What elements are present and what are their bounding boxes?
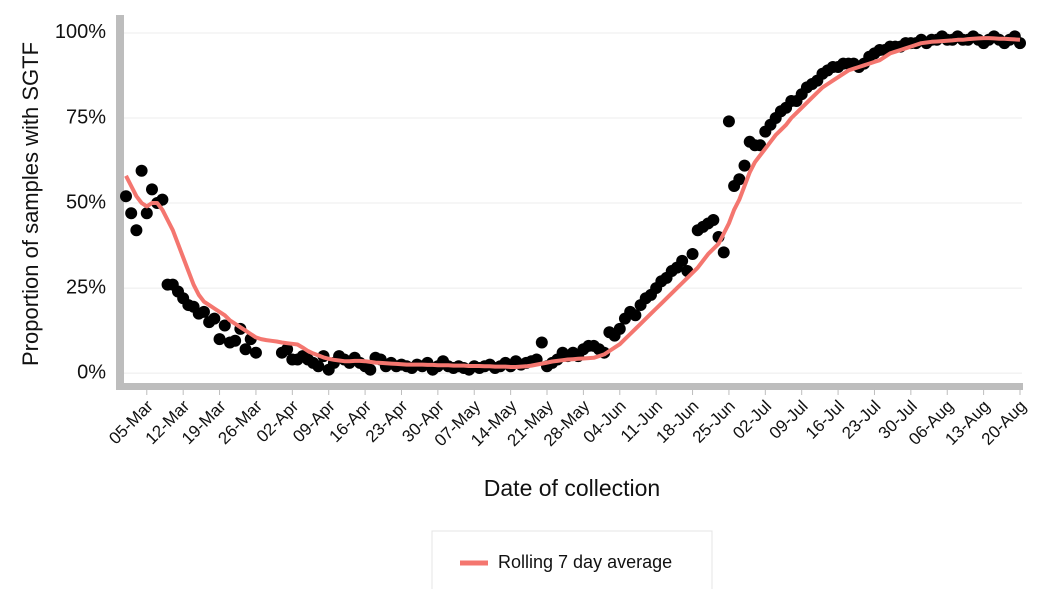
data-point	[140, 207, 153, 220]
data-point	[249, 346, 262, 359]
x-axis-title: Date of collection	[484, 475, 660, 501]
x-tick-label: 23-Jul	[838, 397, 884, 443]
data-point	[312, 360, 325, 373]
data-point	[218, 319, 231, 332]
y-tick-label: 75%	[66, 106, 106, 128]
data-point	[120, 190, 132, 203]
data-point	[130, 224, 143, 237]
data-point	[239, 343, 252, 356]
legend-box	[431, 530, 713, 589]
data-point	[733, 173, 746, 186]
data-point	[364, 363, 377, 376]
data-point	[686, 248, 699, 261]
x-tick-label: 16-Jul	[802, 397, 848, 443]
data-point	[281, 343, 294, 356]
y-tick-label: 50%	[66, 191, 106, 213]
x-tick-label: 09-Jul	[766, 397, 812, 443]
average-line	[124, 36, 1021, 369]
data-point	[213, 333, 226, 346]
x-tick-label: 02-Jul	[729, 397, 775, 443]
y-axis-title: Proportion of samples with SGTF	[18, 42, 43, 366]
plot	[120, 30, 1026, 376]
data-point	[229, 334, 242, 347]
y-tick-label: 25%	[66, 276, 106, 298]
legend-label: Rolling 7 day average	[498, 552, 672, 572]
data-point	[707, 214, 720, 227]
data-point	[125, 207, 138, 220]
data-point	[722, 115, 735, 128]
data-point	[738, 159, 751, 172]
data-point	[629, 309, 642, 322]
data-point	[676, 254, 689, 267]
y-axis-bar	[116, 15, 124, 390]
data-point	[208, 312, 221, 325]
data-point	[135, 164, 148, 177]
x-axis-bar	[116, 383, 1023, 390]
data-point	[535, 336, 548, 349]
y-tick-label: 0%	[77, 361, 106, 383]
data-point	[197, 305, 210, 318]
y-tick-label: 100%	[55, 21, 106, 43]
data-point	[145, 183, 158, 196]
data-point	[717, 246, 730, 259]
data-point	[613, 322, 626, 335]
